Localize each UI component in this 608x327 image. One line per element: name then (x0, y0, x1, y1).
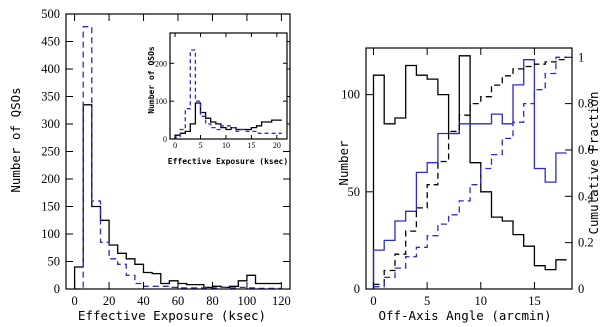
y2-tick-label: 0.6 (578, 143, 594, 157)
y-tick-label: 100 (341, 88, 360, 102)
x-tick-label: 40 (137, 294, 150, 308)
x-tick-label: 5 (424, 294, 430, 308)
x-tick-label: 80 (206, 294, 219, 308)
y-tick-label: 300 (41, 117, 60, 131)
y-tick-label: 50 (348, 185, 361, 199)
y-tick-label: 400 (41, 62, 60, 76)
y2-tick-label: 0.8 (578, 97, 594, 111)
series-line-1-1 (174, 49, 282, 139)
y-tick-label: 50 (48, 255, 61, 269)
x-tick-label: 10 (475, 294, 488, 308)
right-x-axis-title: Off-Axis Angle (arcmin) (378, 308, 551, 323)
x-tick-label: 60 (172, 294, 185, 308)
inset-y-axis-title: Number of QSOs (147, 46, 156, 114)
y-tick-label: 0 (54, 282, 60, 296)
y-tick-label: 0 (163, 135, 167, 144)
left-x-axis-title: Effective Exposure (ksec) (78, 308, 266, 323)
y-tick-label: 250 (41, 145, 60, 159)
series-line-0-0 (73, 104, 282, 289)
y-tick-label: 450 (41, 35, 60, 49)
series-line-0-1 (74, 26, 282, 290)
inset-background (170, 33, 287, 139)
series-line-2-0 (372, 55, 567, 289)
plot-frame (365, 47, 573, 290)
left-y-axis-title: Number of QSOs (8, 87, 23, 192)
right-y-axis-title: Number (336, 140, 351, 186)
plot-frame (169, 32, 288, 140)
y2-tick-label: 0.2 (578, 236, 594, 250)
y-tick-label: 200 (41, 172, 60, 186)
x-tick-label: 0 (173, 141, 177, 150)
y-tick-label: 100 (41, 227, 60, 241)
y-tick-label: 350 (41, 90, 60, 104)
y-tick-label: 150 (41, 200, 60, 214)
y-tick-label: 0 (354, 282, 360, 296)
y2-tick-label: 1 (578, 50, 584, 64)
x-tick-label: 0 (71, 294, 77, 308)
x-tick-label: 0 (370, 294, 376, 308)
series-line-2-2 (373, 58, 567, 286)
x-tick-label: 15 (247, 141, 255, 150)
x-tick-label: 10 (222, 141, 230, 150)
y2-tick-label: 0.4 (578, 189, 594, 203)
series-line-1-0 (174, 102, 282, 139)
y-tick-label: 100 (155, 97, 167, 106)
left-histogram-panel: 0 20 40 60 80 100 1200501001502002503003504004… (41, 7, 291, 308)
y2-tick-label: 0 (578, 282, 584, 296)
x-tick-label: 20 (273, 141, 281, 150)
x-tick-label: 100 (238, 294, 257, 308)
right-histogram-panel: 0 5 10 15 0 50 100 0 0.2 0.4 0.6 0.8 1 (341, 47, 594, 308)
series-line-2-1 (372, 59, 567, 289)
right-y2-axis-title: Cumulative Fraction (586, 92, 601, 235)
series-line-2-3 (373, 56, 567, 288)
x-tick-label: 120 (272, 294, 291, 308)
y-tick-label: 500 (41, 7, 60, 21)
x-tick-label: 5 (199, 141, 203, 150)
x-tick-label: 20 (103, 294, 116, 308)
y-tick-label: 200 (155, 59, 167, 68)
x-tick-label: 15 (528, 294, 541, 308)
inset-x-axis-title: Effective Exposure (ksec) (168, 156, 288, 166)
